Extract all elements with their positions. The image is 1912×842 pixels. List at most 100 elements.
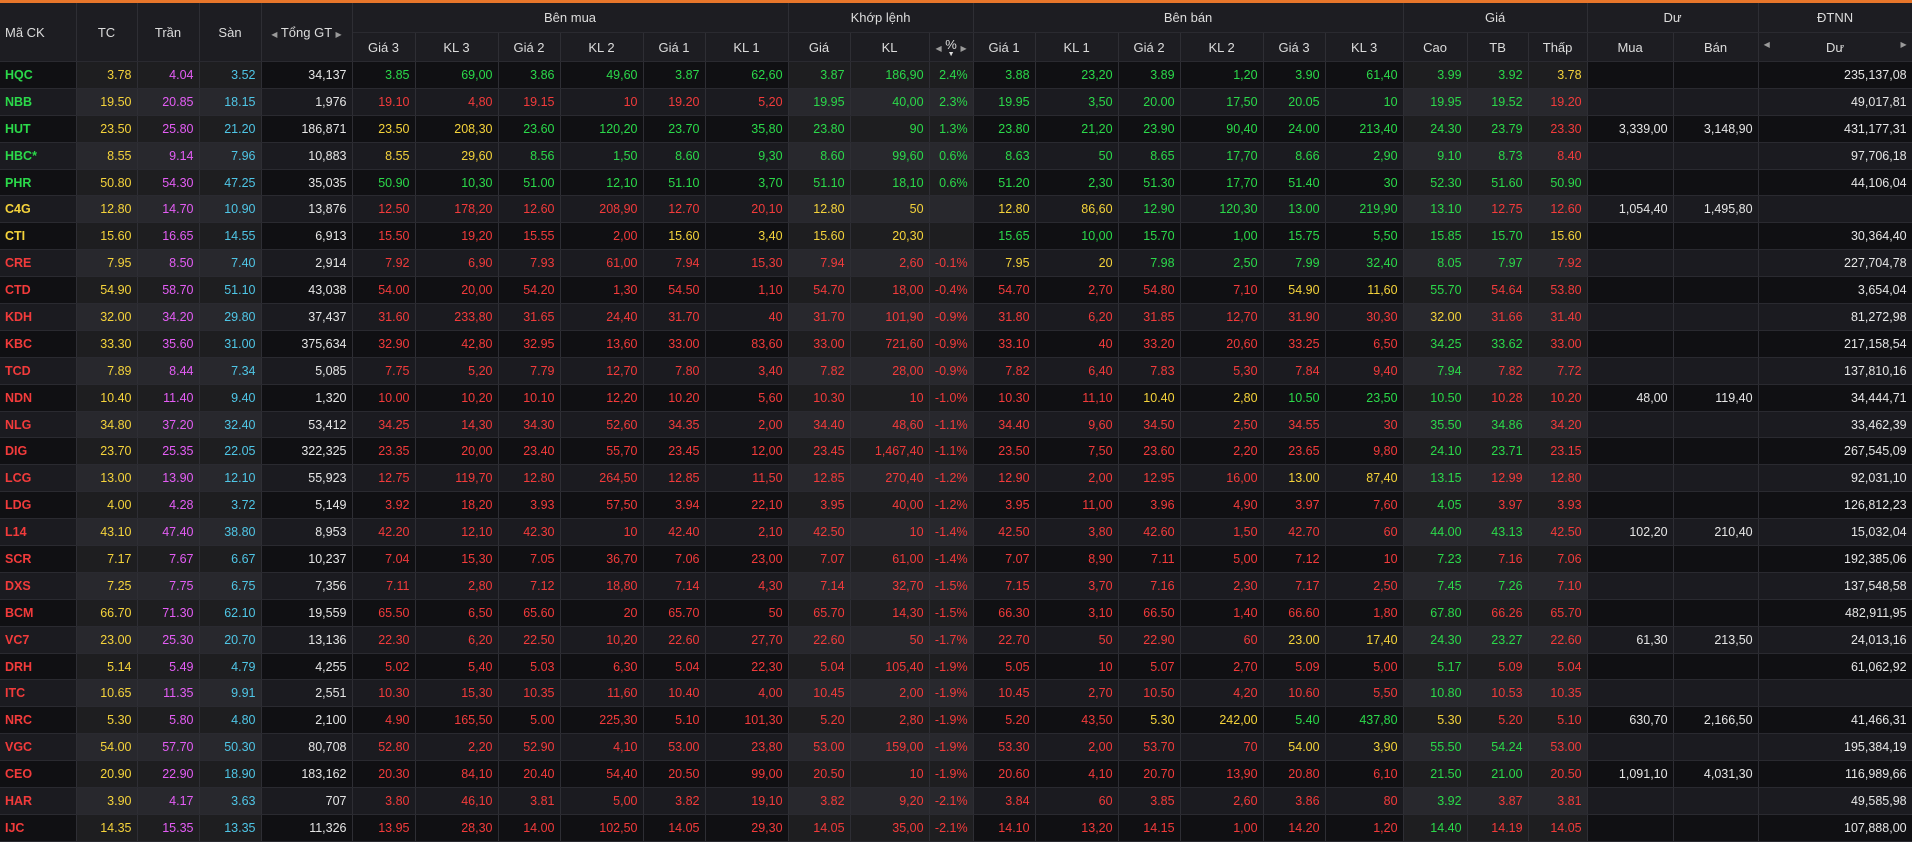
table-row[interactable]: VC7 23.00 25.30 20.70 13,136 22.30 6,20 22.50 10… <box>0 626 1912 654</box>
table-row[interactable]: NRC 5.30 5.80 4.80 2,100 4.90 165,50 5.00 225,30… <box>0 706 1912 735</box>
cell-sell-vol-1: 3,10 <box>1035 599 1119 627</box>
header-foreign-room[interactable]: ◀ Dư ▶ <box>1758 32 1912 62</box>
sort-desc-icon[interactable]: ▼ <box>947 50 955 58</box>
table-row[interactable]: TCD 7.89 8.44 7.34 5,085 7.75 5,20 7.79 12,70 7.8… <box>0 357 1912 385</box>
cell-symbol[interactable]: C4G <box>0 195 77 224</box>
header-sell-price-1[interactable]: Giá 1 <box>973 32 1036 62</box>
cell-symbol[interactable]: TCD <box>0 357 77 385</box>
table-row[interactable]: LCG 13.00 13.90 12.10 55,923 12.75 119,70 12.80… <box>0 464 1912 493</box>
cell-buy-price-2: 15.55 <box>498 222 561 251</box>
header-sell-vol-3[interactable]: KL 3 <box>1325 32 1404 62</box>
header-floor[interactable]: Sàn <box>199 3 262 62</box>
table-row[interactable]: DXS 7.25 7.75 6.75 7,356 7.11 2,80 7.12 18,80 7.1… <box>0 572 1912 600</box>
header-residual-buy[interactable]: Mua <box>1587 32 1674 62</box>
header-residual-sell[interactable]: Bán <box>1673 32 1759 62</box>
cell-symbol[interactable]: CTI <box>0 222 77 251</box>
table-row[interactable]: SCR 7.17 7.67 6.67 10,237 7.04 15,30 7.05 36,70 7… <box>0 545 1912 573</box>
caret-right-icon[interactable]: ▶ <box>335 29 342 39</box>
cell-symbol[interactable]: DRH <box>0 653 77 681</box>
table-row[interactable]: CTD 54.90 58.70 51.10 43,038 54.00 20,00 54.20 1… <box>0 276 1912 305</box>
header-low[interactable]: Thấp <box>1528 32 1588 62</box>
table-row[interactable]: L14 43.10 47.40 38.80 8,953 42.20 12,10 42.30 10… <box>0 518 1912 547</box>
cell-symbol[interactable]: HBC* <box>0 142 77 170</box>
caret-left-icon[interactable]: ◀ <box>1763 39 1770 49</box>
table-row[interactable]: PHR 50.80 54.30 47.25 35,035 50.90 10,30 51.00 1… <box>0 169 1912 197</box>
table-row[interactable]: VGC 54.00 57.70 50.30 80,708 52.80 2,20 52.90 4,… <box>0 733 1912 762</box>
caret-left-icon[interactable]: ◀ <box>271 29 278 39</box>
caret-left-icon[interactable]: ◀ <box>935 43 942 53</box>
cell-sell-vol-2: 17,50 <box>1180 88 1264 116</box>
cell-symbol[interactable]: DXS <box>0 572 77 600</box>
cell-buy-vol-3: 6,50 <box>415 599 499 627</box>
table-row[interactable]: NBB 19.50 20.85 18.15 1,976 19.10 4,80 19.15 10 1… <box>0 88 1912 116</box>
table-row[interactable]: KBC 33.30 35.60 31.00 375,634 32.90 42,80 32.95… <box>0 330 1912 358</box>
table-row[interactable]: DIG 23.70 25.35 22.05 322,325 23.35 20,00 23.40… <box>0 437 1912 466</box>
header-average[interactable]: TB <box>1467 32 1529 62</box>
header-reference[interactable]: TC <box>76 3 138 62</box>
caret-right-icon[interactable]: ▶ <box>1900 39 1907 49</box>
table-row[interactable]: BCM 66.70 71.30 62.10 19,559 65.50 6,50 65.60 20… <box>0 599 1912 627</box>
table-row[interactable]: CTI 15.60 16.65 14.55 6,913 15.50 19,20 15.55 2,… <box>0 222 1912 251</box>
header-sell-vol-1[interactable]: KL 1 <box>1035 32 1119 62</box>
table-row[interactable]: HAR 3.90 4.17 3.63 707 3.80 46,10 3.81 5,00 3.82 1… <box>0 787 1912 815</box>
cell-sell-vol-1: 60 <box>1035 787 1119 815</box>
header-symbol[interactable]: Mã CK <box>0 3 77 62</box>
header-high[interactable]: Cao <box>1403 32 1468 62</box>
cell-symbol[interactable]: KDH <box>0 303 77 331</box>
cell-symbol[interactable]: NDN <box>0 384 77 412</box>
header-sell-price-2[interactable]: Giá 2 <box>1118 32 1181 62</box>
cell-symbol[interactable]: CRE <box>0 249 77 278</box>
header-match-vol[interactable]: KL <box>850 32 930 62</box>
cell-symbol[interactable]: VGC <box>0 733 77 762</box>
caret-right-icon[interactable]: ▶ <box>960 43 967 53</box>
cell-symbol[interactable]: CTD <box>0 276 77 305</box>
table-row[interactable]: DRH 5.14 5.49 4.79 4,255 5.02 5,40 5.03 6,30 5.04… <box>0 653 1912 681</box>
table-row[interactable]: IJC 14.35 15.35 13.35 11,326 13.95 28,30 14.00 1… <box>0 814 1912 842</box>
cell-symbol[interactable]: BCM <box>0 599 77 627</box>
header-total-value[interactable]: ◀ Tổng GT ▶ <box>261 3 353 62</box>
table-row[interactable]: HBC* 8.55 9.14 7.96 10,883 8.55 29,60 8.56 1,50 8… <box>0 142 1912 170</box>
table-row[interactable]: HQC 3.78 4.04 3.52 34,137 3.85 69,00 3.86 49,60 3… <box>0 61 1912 89</box>
table-row[interactable]: HUT 23.50 25.80 21.20 186,871 23.50 208,30 23.6… <box>0 115 1912 143</box>
cell-symbol[interactable]: NRC <box>0 706 77 735</box>
table-row[interactable]: KDH 32.00 34.20 29.80 37,437 31.60 233,80 31.65… <box>0 303 1912 331</box>
table-row[interactable]: CEO 20.90 22.90 18.90 183,162 20.30 84,10 20.40… <box>0 760 1912 789</box>
cell-symbol[interactable]: VC7 <box>0 626 77 654</box>
cell-symbol[interactable]: DIG <box>0 437 77 466</box>
cell-symbol[interactable]: L14 <box>0 518 77 547</box>
cell-symbol[interactable]: SCR <box>0 545 77 573</box>
header-buy-vol-1[interactable]: KL 1 <box>705 32 789 62</box>
header-sell-price-3[interactable]: Giá 3 <box>1263 32 1326 62</box>
cell-sell-vol-2: 2,80 <box>1180 384 1264 412</box>
header-buy-vol-3[interactable]: KL 3 <box>415 32 499 62</box>
cell-symbol[interactable]: ITC <box>0 679 77 708</box>
cell-symbol[interactable]: HAR <box>0 787 77 815</box>
cell-symbol[interactable]: HQC <box>0 61 77 89</box>
cell-symbol[interactable]: HUT <box>0 115 77 143</box>
cell-symbol[interactable]: PHR <box>0 169 77 197</box>
cell-symbol[interactable]: CEO <box>0 760 77 789</box>
table-row[interactable]: NDN 10.40 11.40 9.40 1,320 10.00 10,20 10.10 12,… <box>0 384 1912 412</box>
cell-symbol[interactable]: LDG <box>0 491 77 520</box>
table-row[interactable]: C4G 12.80 14.70 10.90 13,876 12.50 178,20 12.60… <box>0 195 1912 224</box>
cell-symbol[interactable]: IJC <box>0 814 77 842</box>
cell-symbol[interactable]: NLG <box>0 411 77 439</box>
table-row[interactable]: CRE 7.95 8.50 7.40 2,914 7.92 6,90 7.93 61,00 7.9… <box>0 249 1912 278</box>
cell-symbol[interactable]: LCG <box>0 464 77 493</box>
header-sell-vol-2[interactable]: KL 2 <box>1180 32 1264 62</box>
cell-sell-price-1: 54.70 <box>973 276 1036 305</box>
cell-buy-vol-3: 42,80 <box>415 330 499 358</box>
header-match-pct[interactable]: ◀ % ▼ ▶ <box>929 32 974 62</box>
header-buy-price-3[interactable]: Giá 3 <box>352 32 416 62</box>
cell-symbol[interactable]: KBC <box>0 330 77 358</box>
table-row[interactable]: LDG 4.00 4.28 3.72 5,149 3.92 18,20 3.93 57,50 3.… <box>0 491 1912 520</box>
header-buy-price-1[interactable]: Giá 1 <box>643 32 706 62</box>
table-row[interactable]: NLG 34.80 37.20 32.40 53,412 34.25 14,30 34.30 5… <box>0 411 1912 439</box>
table-row[interactable]: ITC 10.65 11.35 9.91 2,551 10.30 15,30 10.35 11,… <box>0 679 1912 708</box>
header-buy-vol-2[interactable]: KL 2 <box>560 32 644 62</box>
cell-symbol[interactable]: NBB <box>0 88 77 116</box>
header-buy-price-2[interactable]: Giá 2 <box>498 32 561 62</box>
cell-ceiling: 5.49 <box>137 653 200 681</box>
header-match-price[interactable]: Giá <box>788 32 851 62</box>
header-ceiling[interactable]: Trần <box>137 3 200 62</box>
